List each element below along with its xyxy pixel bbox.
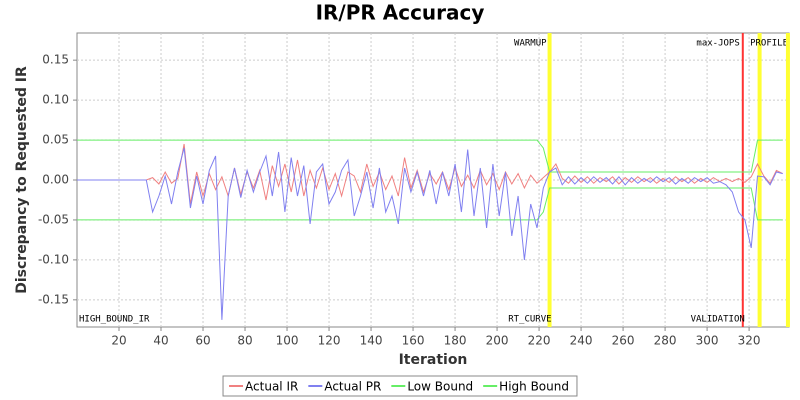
x-axis-title: Iteration	[399, 352, 468, 368]
marker-label: max-JOPS	[696, 39, 739, 49]
x-tick-label: 200	[486, 334, 509, 348]
x-tick-label: 120	[318, 334, 341, 348]
legend-label: Actual PR	[324, 380, 381, 394]
y-tick-label: 0.10	[42, 93, 69, 107]
x-tick-label: 60	[195, 334, 210, 348]
y-tick-label: 0.05	[42, 133, 69, 147]
marker-label: RT_CURVE	[508, 315, 551, 325]
x-tick-label: 320	[738, 334, 761, 348]
series-line	[77, 147, 783, 320]
x-tick-label: 260	[612, 334, 635, 348]
x-tick-label: 100	[276, 334, 299, 348]
marker-label: HIGH_BOUND_IR	[79, 315, 150, 325]
marker-label: WARMUP	[514, 39, 547, 49]
y-tick-label: -0.15	[38, 292, 69, 306]
x-tick-label: 240	[570, 334, 593, 348]
chart-title: IR/PR Accuracy	[316, 1, 485, 25]
x-tick-label: 80	[237, 334, 252, 348]
legend-label: Actual IR	[245, 380, 298, 394]
legend-label: Low Bound	[407, 380, 473, 394]
series-line	[77, 139, 783, 173]
y-tick-label: 0.15	[42, 53, 69, 67]
marker-label: PROFILE	[750, 39, 788, 49]
y-tick-label: -0.05	[38, 212, 69, 226]
y-axis-title: Discrepancy to Requested IR	[14, 66, 30, 294]
x-tick-label: 280	[654, 334, 677, 348]
x-tick-label: 180	[444, 334, 467, 348]
x-tick-label: 40	[153, 334, 168, 348]
marker-label: VALIDATION	[691, 315, 745, 325]
x-tick-label: 140	[360, 334, 383, 348]
y-tick-label: -0.10	[38, 252, 69, 266]
y-tick-label: 0.00	[42, 173, 69, 187]
legend: Actual IR Actual PR Low Bound High Bound	[222, 375, 578, 397]
x-tick-label: 300	[696, 334, 719, 348]
legend-label: High Bound	[499, 380, 569, 394]
x-tick-label: 160	[402, 334, 425, 348]
x-tick-label: 20	[111, 334, 126, 348]
x-tick-label: 220	[528, 334, 551, 348]
series-line	[77, 187, 783, 221]
